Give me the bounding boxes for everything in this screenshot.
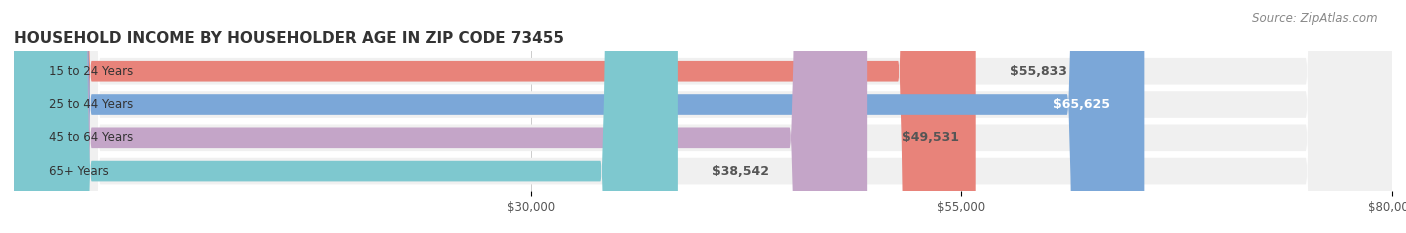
- Text: 25 to 44 Years: 25 to 44 Years: [48, 98, 132, 111]
- FancyBboxPatch shape: [14, 0, 678, 233]
- Text: 65+ Years: 65+ Years: [48, 164, 108, 178]
- FancyBboxPatch shape: [14, 0, 976, 233]
- FancyBboxPatch shape: [14, 0, 1392, 233]
- Text: $38,542: $38,542: [713, 164, 769, 178]
- FancyBboxPatch shape: [14, 0, 1144, 233]
- FancyBboxPatch shape: [14, 0, 1392, 233]
- Text: 15 to 24 Years: 15 to 24 Years: [48, 65, 132, 78]
- Text: $55,833: $55,833: [1010, 65, 1067, 78]
- Text: $65,625: $65,625: [1053, 98, 1109, 111]
- Text: HOUSEHOLD INCOME BY HOUSEHOLDER AGE IN ZIP CODE 73455: HOUSEHOLD INCOME BY HOUSEHOLDER AGE IN Z…: [14, 31, 564, 46]
- FancyBboxPatch shape: [14, 0, 1392, 233]
- FancyBboxPatch shape: [14, 0, 1392, 233]
- Text: 45 to 64 Years: 45 to 64 Years: [48, 131, 132, 144]
- Text: $49,531: $49,531: [901, 131, 959, 144]
- Text: Source: ZipAtlas.com: Source: ZipAtlas.com: [1253, 12, 1378, 25]
- FancyBboxPatch shape: [14, 0, 868, 233]
